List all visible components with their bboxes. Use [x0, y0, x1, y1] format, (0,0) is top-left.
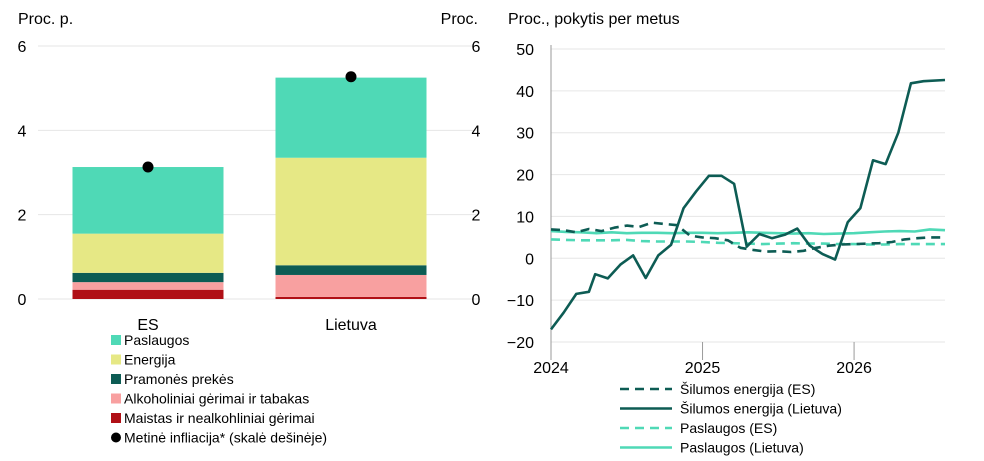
bar-segment-industrial [72, 272, 224, 283]
right-ytick-label: 50 [516, 42, 534, 59]
legend-label: Paslaugos [124, 332, 189, 348]
bar-segment-food [275, 296, 427, 299]
left-ytick-label: 0 [18, 292, 27, 309]
bar-segment-energy [72, 233, 224, 273]
legend-marker-dot [111, 432, 121, 443]
category-label: ES [137, 317, 158, 334]
legend-label: Šilumos energija (ES) [680, 381, 815, 397]
bar-segment-alcohol [275, 274, 427, 297]
left-ytick-label: 6 [18, 39, 27, 56]
legend-label: Energija [124, 352, 176, 368]
legend-swatch-alcohol [111, 393, 121, 404]
right-ytick-label: 40 [516, 84, 534, 101]
bar-segment-industrial [275, 265, 427, 275]
left-chart-panel: Proc. p. Proc. 0 2 4 6 0 2 4 6 ES Lietuva Pasla… [18, 11, 481, 446]
legend-label: Šilumos energija (Lietuva) [680, 401, 842, 417]
right-ytick-label: 0 [472, 292, 481, 309]
series-line-heat_lt [549, 78, 946, 331]
right-ytick-label: −10 [507, 293, 534, 310]
line-chart-title: Proc., pokytis per metus [508, 11, 680, 28]
legend-label: Pramonės prekės [124, 371, 234, 387]
right-ytick-label: 2 [472, 208, 481, 225]
right-ytick-label: 20 [516, 168, 534, 185]
legend-label: Paslaugos (ES) [680, 420, 777, 436]
right-ytick-label: 6 [472, 39, 481, 56]
series-line-heat_eu [550, 221, 945, 254]
right-chart-panel: Proc., pokytis per metus 50 40 30 20 10 0 −10 −… [507, 11, 946, 456]
legend-label: Alkoholiniai gėrimai ir tabakas [124, 391, 309, 407]
right-ytick-label: 0 [525, 251, 534, 268]
bar-segment-energy [275, 157, 427, 266]
left-ytick-label: 4 [18, 123, 27, 140]
bar-segment-alcohol [72, 282, 224, 290]
annual-inflation-dot [142, 161, 154, 173]
legend-swatch-services [111, 335, 121, 345]
left-ytick-label: 2 [18, 208, 27, 225]
bar-segment-services [72, 167, 224, 234]
annual-inflation-dot [345, 71, 357, 83]
right-xtick-label: 2024 [533, 360, 569, 377]
right-ytick-label: 30 [516, 126, 534, 143]
bar-segment-services [275, 77, 427, 158]
right-axis-title: Proc. [441, 11, 478, 28]
legend-label: Maistas ir nealkohliniai gėrimai [124, 410, 315, 426]
legend-label: Metinė infliacija* (skalė dešinėje) [124, 430, 327, 446]
legend-swatch-food [111, 413, 121, 423]
right-ytick-label: −20 [507, 335, 534, 352]
legend-swatch-industrial [111, 374, 121, 384]
legend-swatch-energy [111, 354, 121, 365]
left-axis-title: Proc. p. [18, 11, 73, 28]
right-xtick-label: 2025 [685, 360, 721, 377]
right-ytick-label: 10 [516, 209, 534, 226]
legend-label: Paslaugos (Lietuva) [680, 440, 804, 456]
series-line-serv_lt [550, 228, 946, 236]
bar-segment-food [72, 289, 224, 299]
category-label: Lietuva [325, 317, 377, 334]
right-xtick-label: 2026 [836, 360, 872, 377]
right-ytick-label: 4 [472, 123, 481, 140]
